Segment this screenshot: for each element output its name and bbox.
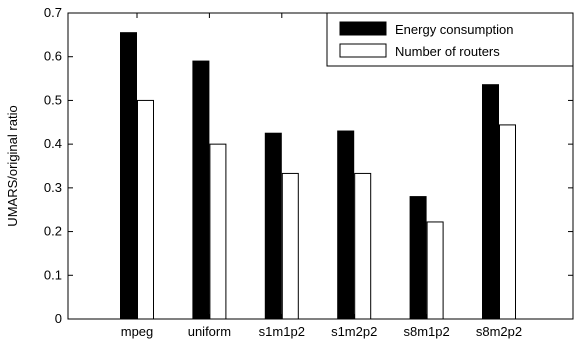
x-tick-label: s1m1p2	[259, 324, 305, 339]
legend: Energy consumption Number of routers	[326, 12, 574, 67]
x-tick-label: mpeg	[121, 324, 154, 339]
y-tick-label: 0.7	[44, 5, 62, 20]
bar-routers-mpeg	[137, 99, 154, 320]
bar-routers-uniform	[209, 143, 227, 320]
legend-swatch-energy	[339, 21, 387, 36]
bar-energy-uniform	[192, 60, 210, 320]
plot-frame	[67, 12, 574, 320]
bar-energy-s8m1p2	[409, 196, 427, 320]
y-tick-label: 0.1	[44, 267, 62, 282]
legend-label-routers: Number of routers	[395, 44, 500, 59]
legend-swatch-routers	[339, 43, 387, 58]
bars-layer	[120, 32, 516, 320]
y-axis-ticks: 0 0.1 0.2 0.3 0.4 0.5 0.6 0.7	[44, 5, 573, 326]
bar-routers-s1m2p2	[354, 172, 372, 320]
bar-routers-s8m1p2	[426, 221, 444, 320]
bar-energy-s1m2p2	[337, 130, 355, 320]
y-tick-label: 0.4	[44, 136, 62, 151]
y-tick-label: 0.5	[44, 92, 62, 107]
y-tick-label: 0.6	[44, 49, 62, 64]
x-tick-label: s1m2p2	[331, 324, 377, 339]
bar-routers-s8m2p2	[499, 124, 516, 320]
y-tick-label: 0	[55, 311, 62, 326]
y-tick-label: 0.3	[44, 180, 62, 195]
x-tick-label: s8m1p2	[403, 324, 449, 339]
bar-routers-s1m1p2	[281, 172, 299, 320]
y-tick-label: 0.2	[44, 224, 62, 239]
bar-energy-s8m2p2	[482, 84, 499, 320]
x-tick-label: uniform	[188, 324, 231, 339]
y-axis-label: UMARS/original ratio	[5, 105, 20, 226]
bar-energy-s1m1p2	[264, 132, 282, 320]
legend-label-energy: Energy consumption	[395, 22, 514, 37]
x-axis-ticks: mpeg uniform s1m1p2 s1m2p2 s8m1p2 s8m2p2	[121, 13, 522, 339]
x-tick-label: s8m2p2	[476, 324, 522, 339]
bar-energy-mpeg	[120, 32, 137, 320]
